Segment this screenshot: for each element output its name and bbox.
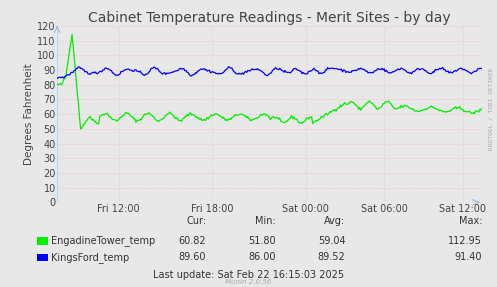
Text: Max:: Max: [459, 216, 482, 226]
Text: 91.40: 91.40 [455, 253, 482, 262]
Text: 60.82: 60.82 [178, 236, 206, 246]
Text: EngadineTower_temp: EngadineTower_temp [51, 235, 156, 246]
Text: 89.60: 89.60 [179, 253, 206, 262]
Text: Last update: Sat Feb 22 16:15:03 2025: Last update: Sat Feb 22 16:15:03 2025 [153, 270, 344, 280]
Text: KingsFord_temp: KingsFord_temp [51, 252, 129, 263]
Text: 86.00: 86.00 [248, 253, 276, 262]
Text: 112.95: 112.95 [448, 236, 482, 246]
Text: 59.04: 59.04 [318, 236, 345, 246]
Y-axis label: Degrees Fahrenheit: Degrees Fahrenheit [24, 63, 34, 165]
Title: Cabinet Temperature Readings - Merit Sites - by day: Cabinet Temperature Readings - Merit Sit… [88, 11, 451, 25]
Text: Min:: Min: [255, 216, 276, 226]
Text: Munin 2.0.56: Munin 2.0.56 [225, 279, 272, 285]
Text: Avg:: Avg: [324, 216, 345, 226]
Text: RRDTOOL / TOBI OETIKER: RRDTOOL / TOBI OETIKER [488, 68, 493, 150]
Text: 89.52: 89.52 [318, 253, 345, 262]
Text: Cur:: Cur: [186, 216, 206, 226]
Text: 51.80: 51.80 [248, 236, 276, 246]
